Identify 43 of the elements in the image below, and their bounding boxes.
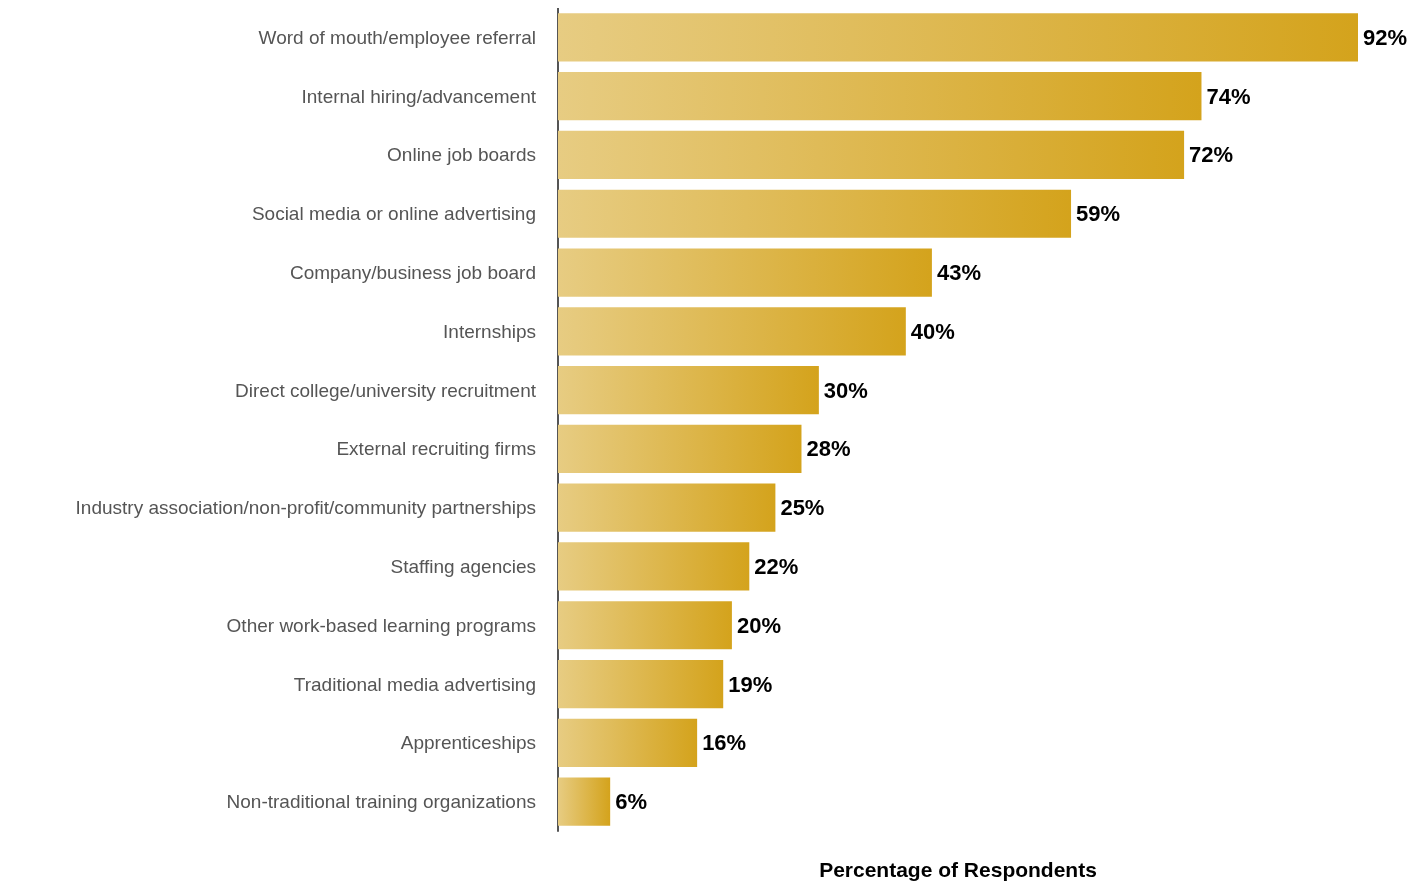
- y-tick-label: Non-traditional training organizations: [226, 791, 536, 813]
- y-tick-label: Social media or online advertising: [251, 203, 536, 225]
- y-tick-label: Company/business job board: [289, 262, 536, 284]
- data-label: 59%: [1076, 201, 1121, 227]
- data-label: 20%: [736, 612, 781, 638]
- bar: [558, 424, 802, 473]
- y-tick-label: Internships: [443, 320, 536, 342]
- bar: [558, 130, 1185, 180]
- data-label: 28%: [806, 436, 851, 462]
- bar: [558, 483, 776, 532]
- data-label: 30%: [823, 377, 868, 403]
- y-tick-label: Other work-based learning programs: [226, 614, 536, 636]
- y-tick-label: Word of mouth/employee referral: [258, 26, 536, 48]
- data-label: 43%: [936, 260, 981, 286]
- data-label: 74%: [1206, 83, 1251, 109]
- bar: [558, 659, 724, 709]
- bar: [558, 189, 1072, 238]
- bar: [558, 366, 819, 415]
- bar: [558, 248, 932, 297]
- y-tick-label: Apprenticeships: [400, 732, 536, 754]
- y-tick-label: Staffing agencies: [390, 555, 536, 577]
- data-label: 72%: [1189, 142, 1234, 168]
- y-tick-label: External recruiting firms: [336, 438, 536, 460]
- y-tick-label: Traditional media advertising: [293, 673, 536, 695]
- y-tick-label: Direct college/university recruitment: [235, 379, 537, 401]
- bar: [558, 72, 1202, 121]
- y-tick-label: Online job boards: [387, 144, 536, 166]
- x-axis-title: Percentage of Respondents: [819, 858, 1097, 881]
- bar: [558, 307, 906, 356]
- bar: [558, 13, 1358, 62]
- data-label: 40%: [910, 318, 955, 344]
- data-label: 25%: [780, 495, 825, 521]
- bar: [558, 601, 732, 650]
- bar: [558, 542, 750, 591]
- data-label: 6%: [615, 789, 647, 815]
- data-label: 16%: [702, 730, 747, 756]
- data-label: 22%: [754, 553, 799, 579]
- data-label: 19%: [728, 671, 773, 697]
- y-tick-label: Internal hiring/advancement: [301, 85, 537, 107]
- y-tick-label: Industry association/non-profit/community partnerships: [75, 497, 536, 519]
- bar: [558, 718, 698, 767]
- data-label: 92%: [1363, 24, 1408, 50]
- bar: [558, 777, 611, 826]
